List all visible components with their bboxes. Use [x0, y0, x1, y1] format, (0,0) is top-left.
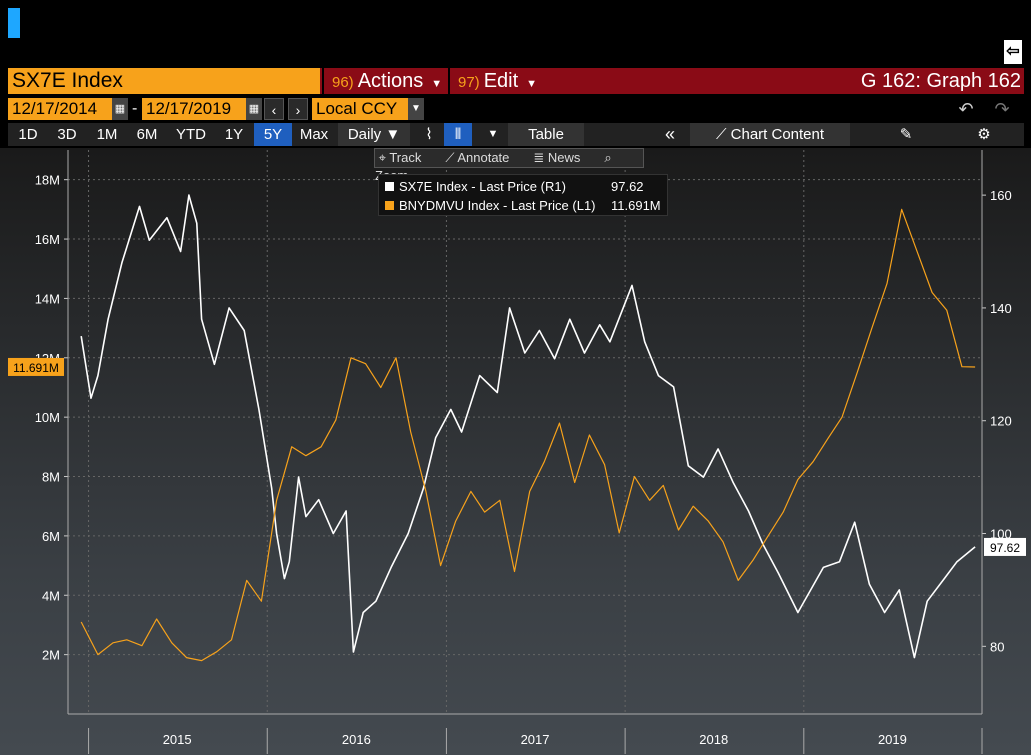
- frequency-select[interactable]: Daily ▼: [338, 123, 410, 146]
- period-3d-button[interactable]: 3D: [57, 126, 77, 143]
- bar-chart-icon[interactable]: ⫴: [444, 123, 472, 146]
- edit-chart-icon[interactable]: ✎: [899, 126, 913, 143]
- chart-area-background: [0, 148, 1031, 755]
- right-tick-label: 160: [990, 188, 1012, 203]
- calendar-icon[interactable]: ▦: [112, 98, 128, 120]
- legend-label: BNYDMVU Index - Last Price (L1): [399, 198, 596, 213]
- line-chart-icon[interactable]: ⌇: [425, 126, 433, 143]
- actions-number: 96): [332, 74, 354, 91]
- chart-legend: SX7E Index - Last Price (R1) 97.62 BNYDMV…: [378, 174, 668, 216]
- table-button[interactable]: Table: [508, 123, 584, 146]
- x-tick-label: 2016: [342, 732, 371, 747]
- actions-menu-button[interactable]: 96) Actions ▼: [322, 68, 448, 94]
- last-value-tag-right: [984, 537, 1026, 556]
- chart-content-label: Chart Content: [730, 126, 825, 143]
- edit-menu-button[interactable]: 97) Edit ▼: [448, 68, 574, 94]
- chevron-down-icon[interactable]: ▼: [487, 128, 499, 140]
- period-6m-button[interactable]: 6M: [136, 126, 158, 143]
- sx7e-series-line: [80, 194, 976, 659]
- legend-label: SX7E Index - Last Price (R1): [399, 179, 566, 194]
- last-value-label-left: 11.691M: [13, 361, 59, 375]
- legend-swatch: [385, 182, 394, 191]
- legend-item: SX7E Index - Last Price (R1) 97.62: [385, 177, 661, 196]
- calendar-icon[interactable]: ▦: [246, 98, 262, 120]
- series-layer: [80, 194, 976, 662]
- news-tool[interactable]: ≣ News: [533, 150, 581, 165]
- axis-layer: 2M4M6M8M10M12M14M16M18M80100120140160201…: [8, 150, 1026, 754]
- back-arrow-icon[interactable]: ⇦: [1004, 40, 1022, 64]
- edit-number: 97): [458, 74, 480, 91]
- legend-swatch: [385, 201, 394, 210]
- gear-icon[interactable]: ⚙: [977, 126, 991, 143]
- legend-item: BNYDMVU Index - Last Price (L1) 11.691M: [385, 196, 661, 215]
- period-1y-button[interactable]: 1Y: [224, 126, 244, 143]
- left-tick-label: 4M: [42, 588, 60, 603]
- annotate-tool[interactable]: ⟋ Annotate: [445, 150, 510, 165]
- left-tick-label: 10M: [35, 410, 60, 425]
- currency-select[interactable]: Local CCY: [312, 98, 408, 120]
- left-tick-label: 16M: [35, 232, 60, 247]
- period-max-button[interactable]: Max: [299, 126, 329, 143]
- legend-value: 11.691M: [611, 198, 661, 213]
- x-tick-label: 2019: [878, 732, 907, 747]
- start-date-input[interactable]: 12/17/2014: [8, 98, 112, 120]
- graph-title: G 162: Graph 162: [860, 70, 1021, 92]
- legend-value: 97.62: [611, 179, 644, 194]
- chart-content-button[interactable]: ⟋ Chart Content: [690, 123, 850, 146]
- next-period-button[interactable]: ›: [288, 98, 308, 120]
- news-label: News: [547, 150, 581, 165]
- undo-icon[interactable]: ↶: [958, 99, 974, 119]
- x-tick-label: 2018: [699, 732, 728, 747]
- period-ytd-button[interactable]: YTD: [176, 126, 206, 143]
- last-value-label-right: 97.62: [990, 541, 1020, 555]
- right-tick-label: 100: [990, 527, 1012, 542]
- left-tick-label: 14M: [35, 291, 60, 306]
- track-tool[interactable]: ⌖ Track: [375, 150, 422, 165]
- left-tick-label: 6M: [42, 529, 60, 544]
- focus-marker: [8, 8, 20, 38]
- security-input[interactable]: SX7E Index: [8, 68, 320, 94]
- date-separator: -: [132, 100, 138, 117]
- x-tick-label: 2017: [521, 732, 550, 747]
- period-5y-button[interactable]: 5Y: [254, 123, 292, 146]
- left-tick-label: 2M: [42, 648, 60, 663]
- left-tick-label: 18M: [35, 173, 60, 188]
- track-label: Track: [389, 150, 422, 165]
- period-1m-button[interactable]: 1M: [96, 126, 118, 143]
- chart-content-icon: ⟋: [715, 126, 731, 143]
- grid-layer: [68, 150, 983, 714]
- left-tick-label: 8M: [42, 470, 60, 485]
- bnydmvu-series-line: [80, 208, 976, 662]
- x-tick-label: 2015: [163, 732, 192, 747]
- period-1d-button[interactable]: 1D: [18, 126, 38, 143]
- right-tick-label: 80: [990, 639, 1004, 654]
- edit-label: Edit: [483, 70, 519, 92]
- chevron-down-icon: ▼: [431, 78, 443, 90]
- end-date-input[interactable]: 12/17/2019: [142, 98, 246, 120]
- chevron-down-icon: ▼: [526, 78, 538, 90]
- redo-icon[interactable]: ↷: [994, 99, 1010, 119]
- prev-period-button[interactable]: ‹: [264, 98, 284, 120]
- collapse-icon[interactable]: «: [664, 124, 675, 144]
- annotate-label: Annotate: [457, 150, 510, 165]
- right-tick-label: 140: [990, 301, 1012, 316]
- chart-tools-bar: ⌖ Track⟋ Annotate≣ News⌕ Zoom: [374, 148, 644, 183]
- right-tick-label: 120: [990, 414, 1012, 429]
- last-value-tag-left: [8, 357, 64, 376]
- chevron-down-icon[interactable]: ▼: [408, 98, 424, 120]
- actions-label: Actions: [357, 70, 424, 92]
